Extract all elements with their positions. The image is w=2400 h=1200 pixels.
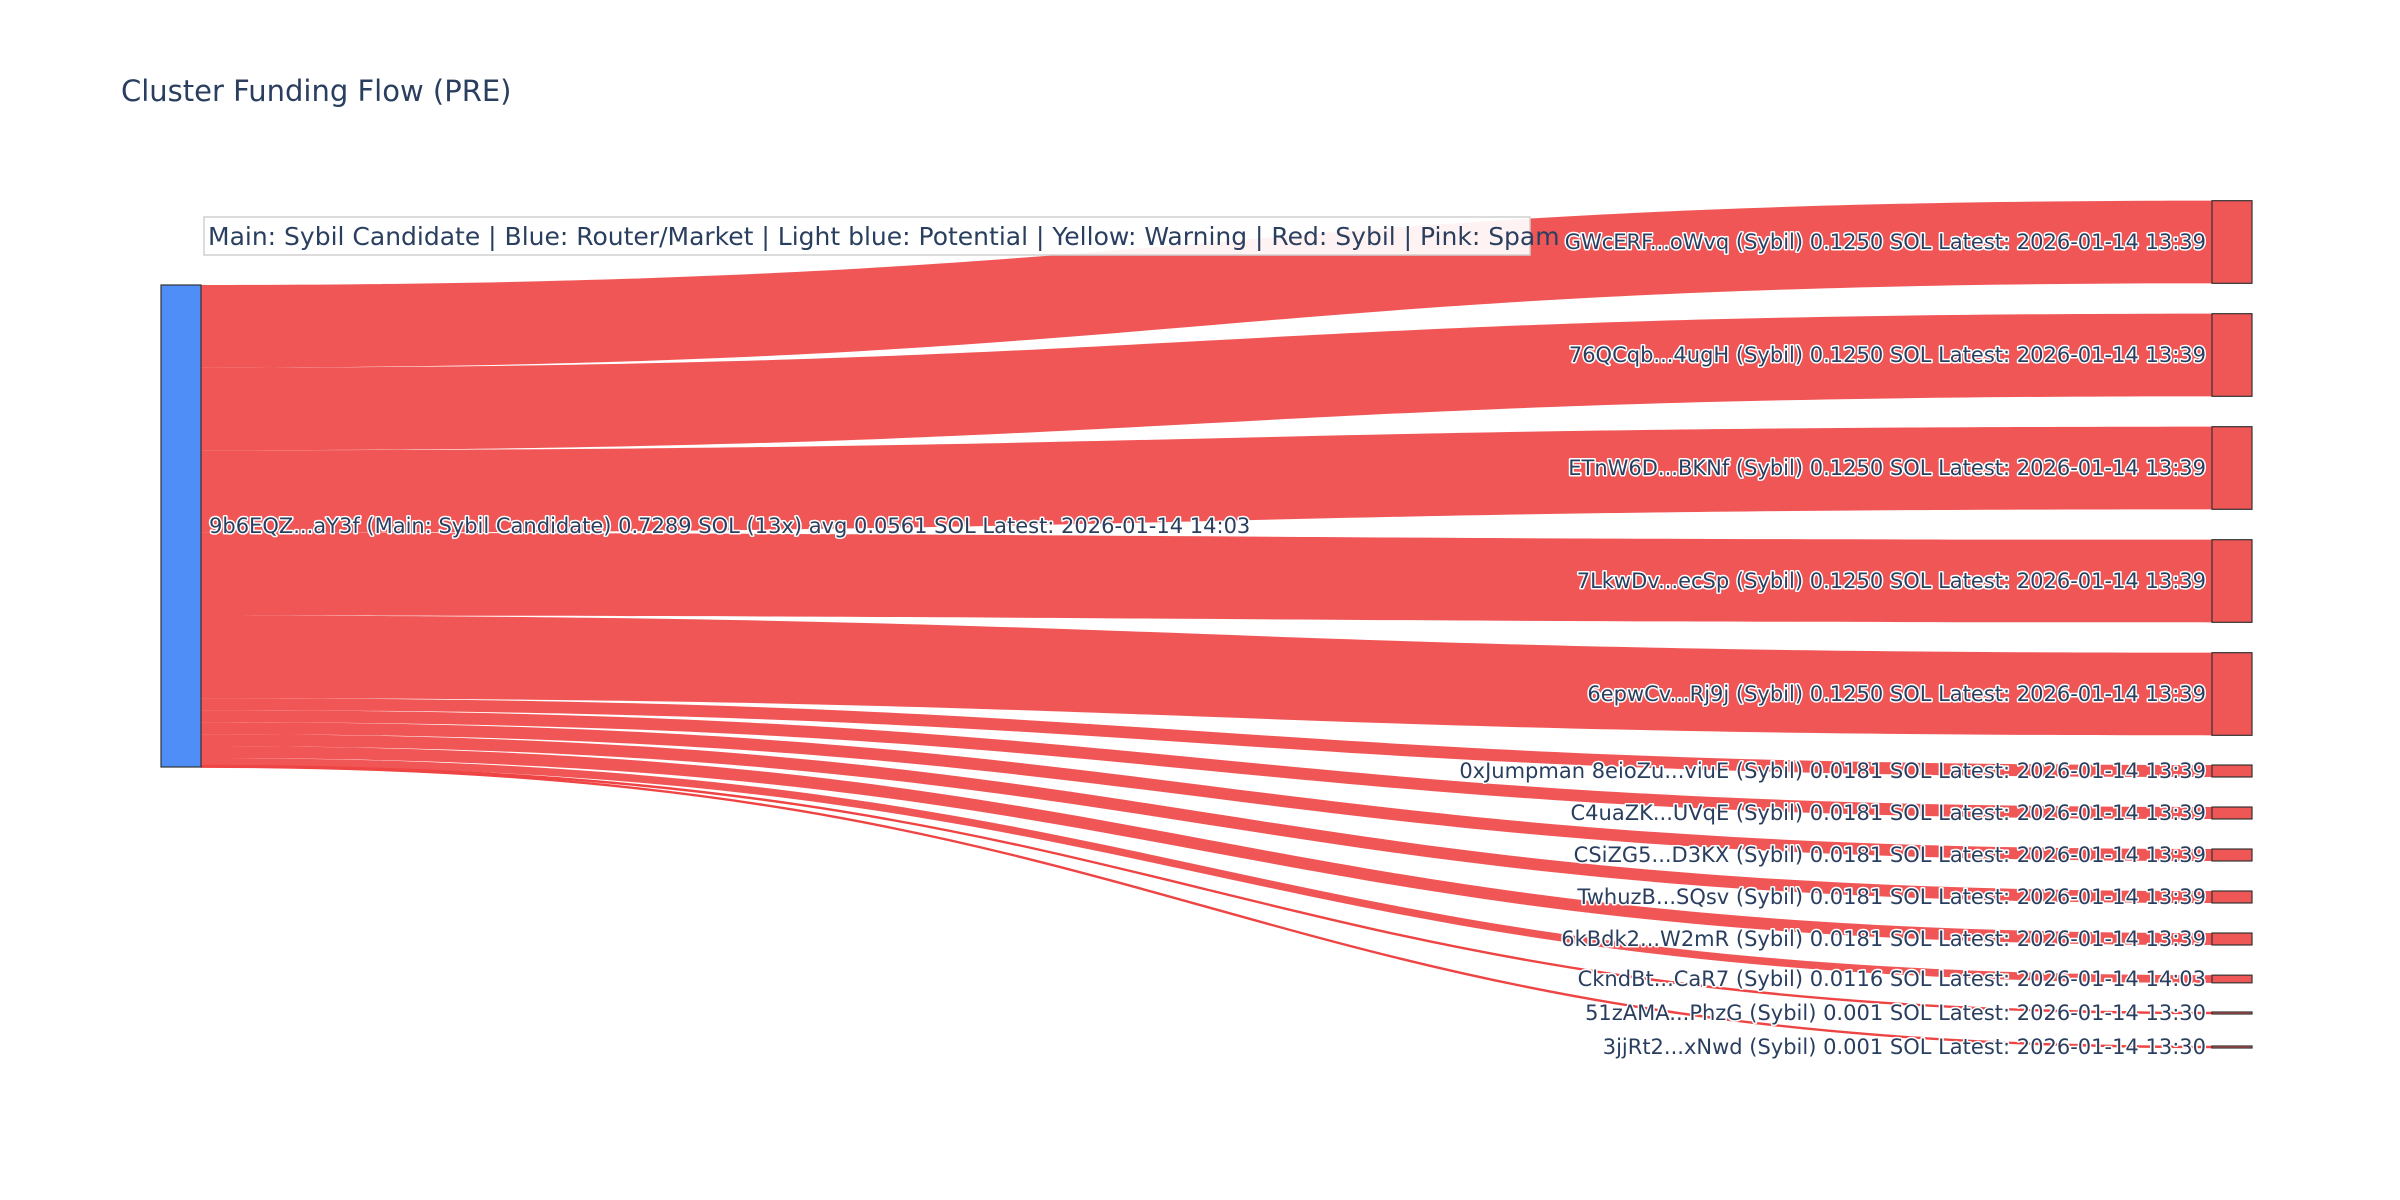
target-node-label: 3jjRt2...xNwd (Sybil) 0.001 SOL Latest: … [1603,1035,2206,1059]
target-node[interactable] [2211,539,2253,623]
chart-title: Cluster Funding Flow (PRE) [121,74,511,108]
target-node[interactable] [2211,313,2253,397]
flow-link[interactable] [201,722,2212,861]
target-node[interactable] [2211,200,2253,284]
target-node-label: CkndBt...CaR7 (Sybil) 0.0116 SOL Latest:… [1578,967,2206,991]
flow-nodes [160,200,2253,1049]
target-node[interactable] [2211,890,2253,904]
target-node[interactable] [2211,652,2253,736]
target-node-label: ETnW6D...BKNf (Sybil) 0.1250 SOL Latest:… [1568,456,2206,480]
legend-box [203,216,1531,256]
target-node[interactable] [2211,1045,2253,1049]
target-node-label: 76QCqb...4ugH (Sybil) 0.1250 SOL Latest:… [1569,343,2206,367]
target-node[interactable] [2211,806,2253,820]
target-node-label: TwhuzB...SQsv (Sybil) 0.0181 SOL Latest:… [1576,885,2206,909]
target-node-label: GWcERF...oWvq (Sybil) 0.1250 SOL Latest:… [1565,230,2206,254]
flow-link[interactable] [201,698,2212,777]
flow-link[interactable] [201,313,2212,451]
target-node[interactable] [2211,974,2253,984]
target-node-label: 6epwCv...Rj9j (Sybil) 0.1250 SOL Latest:… [1587,682,2206,706]
target-node-label: 6kBdk2...W2mR (Sybil) 0.0181 SOL Latest:… [1561,927,2206,951]
flow-link[interactable] [200,765,2213,1049]
flow-link[interactable] [201,734,2212,903]
target-node-label: 0xJumpman 8eioZu...viuE (Sybil) 0.0181 S… [1459,759,2206,783]
flow-link[interactable] [201,710,2212,819]
target-node-label: 7LkwDv...ecSp (Sybil) 0.1250 SOL Latest:… [1577,569,2206,593]
legend: Main: Sybil Candidate | Blue: Router/Mar… [203,216,1560,256]
target-node-label: CSiZG5...D3KX (Sybil) 0.0181 SOL Latest:… [1574,843,2206,867]
target-node[interactable] [2211,1011,2253,1015]
flow-link[interactable] [201,532,2212,623]
target-node-label: 51zAMA...PhzG (Sybil) 0.001 SOL Latest: … [1585,1001,2206,1025]
target-node[interactable] [2211,764,2253,778]
target-node[interactable] [2211,848,2253,862]
flow-link[interactable] [201,746,2212,945]
legend-text: Main: Sybil Candidate | Blue: Router/Mar… [208,222,1560,251]
target-node-label: C4uaZK...UVqE (Sybil) 0.0181 SOL Latest:… [1571,801,2207,825]
flow-link[interactable] [201,758,2212,983]
source-node[interactable] [160,284,202,768]
flow-link[interactable] [201,426,2212,533]
flow-link[interactable] [201,200,2212,368]
node-labels: 9b6EQZ...aY3f (Main: Sybil Candidate) 0.… [208,229,2208,1061]
flow-links [200,200,2213,1049]
target-node[interactable] [2211,932,2253,946]
target-node[interactable] [2211,426,2253,510]
flow-link[interactable] [201,615,2212,736]
source-node-label: 9b6EQZ...aY3f (Main: Sybil Candidate) 0.… [209,514,1250,538]
flow-link[interactable] [200,764,2213,1015]
